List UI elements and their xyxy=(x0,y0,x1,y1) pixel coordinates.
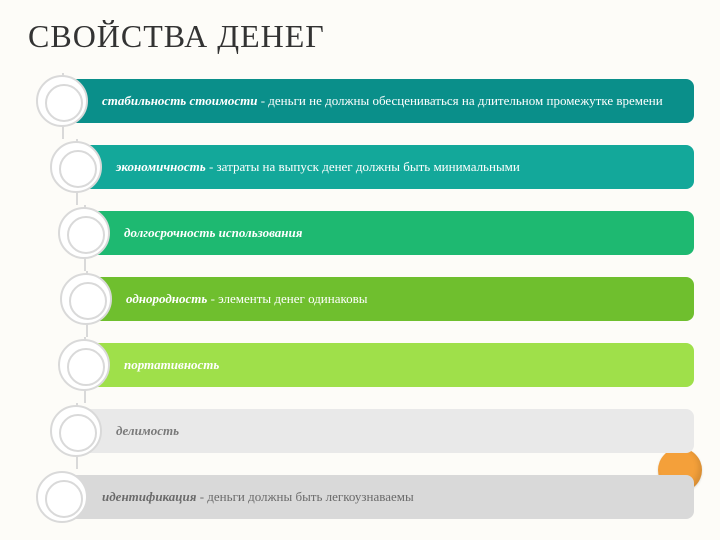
list-item: идентификация - деньги должны быть легко… xyxy=(0,469,720,527)
property-term: однородность xyxy=(126,291,207,306)
property-desc: - затраты на выпуск денег должны быть ми… xyxy=(206,159,520,174)
list-item: портативность xyxy=(22,337,720,395)
node-circle xyxy=(36,75,88,127)
page-title: СВОЙСТВА ДЕНЕГ xyxy=(0,0,720,55)
property-desc: - деньги не должны обесцениваться на дли… xyxy=(257,93,662,108)
property-term: портативность xyxy=(124,357,219,372)
node-circle xyxy=(50,405,102,457)
list-item: делимость xyxy=(14,403,720,461)
list-item: экономичность - затраты на выпуск денег … xyxy=(14,139,720,197)
properties-list: стабильность стоимости - деньги не должн… xyxy=(0,73,720,527)
property-bar: экономичность - затраты на выпуск денег … xyxy=(76,145,694,189)
property-bar: делимость xyxy=(76,409,694,453)
property-term: идентификация xyxy=(102,489,196,504)
property-term: долгосрочность использования xyxy=(124,225,302,240)
property-bar: однородность - элементы денег одинаковы xyxy=(86,277,694,321)
property-bar: портативность xyxy=(84,343,694,387)
property-bar: долгосрочность использования xyxy=(84,211,694,255)
property-bar: идентификация - деньги должны быть легко… xyxy=(62,475,694,519)
node-circle xyxy=(36,471,88,523)
node-circle xyxy=(50,141,102,193)
property-term: стабильность стоимости xyxy=(102,93,257,108)
property-term: делимость xyxy=(116,423,179,438)
node-circle xyxy=(58,207,110,259)
property-bar: стабильность стоимости - деньги не должн… xyxy=(62,79,694,123)
node-circle xyxy=(60,273,112,325)
property-desc: - деньги должны быть легкоузнаваемы xyxy=(196,489,413,504)
node-circle xyxy=(58,339,110,391)
property-desc: - элементы денег одинаковы xyxy=(207,291,367,306)
list-item: стабильность стоимости - деньги не должн… xyxy=(0,73,720,131)
list-item: однородность - элементы денег одинаковы xyxy=(24,271,720,329)
property-term: экономичность xyxy=(116,159,206,174)
list-item: долгосрочность использования xyxy=(22,205,720,263)
